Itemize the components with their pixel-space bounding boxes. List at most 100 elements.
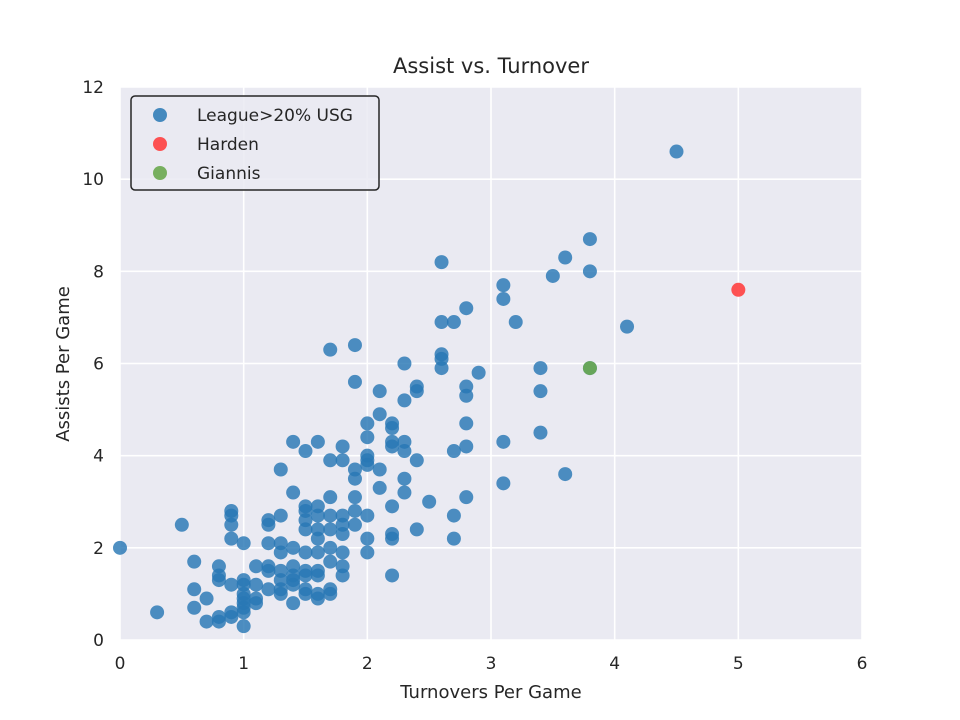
league-point (310, 545, 325, 560)
league-point (335, 453, 350, 468)
y-tick-label: 6 (93, 355, 104, 375)
league-point (496, 476, 511, 491)
league-point (508, 315, 523, 330)
league-point (335, 527, 350, 542)
league-point (372, 407, 387, 422)
league-point (372, 384, 387, 399)
y-tick-label: 8 (93, 262, 104, 282)
league-point (323, 508, 338, 523)
league-point (298, 568, 313, 583)
league-point (323, 342, 338, 357)
league-point (360, 416, 375, 431)
league-point (273, 545, 288, 560)
league-point (261, 563, 276, 578)
y-tick-label: 0 (93, 631, 104, 651)
legend: League>20% USG Harden Giannis (130, 95, 380, 191)
chart-title: Assist vs. Turnover (393, 54, 589, 78)
league-point (347, 374, 362, 389)
league-point (385, 531, 400, 546)
league-point (422, 494, 437, 509)
league-point (347, 490, 362, 505)
league-point (397, 393, 412, 408)
league-point (187, 554, 202, 569)
league-point (187, 600, 202, 615)
league-point (310, 434, 325, 449)
league-point (347, 503, 362, 518)
league-point (434, 361, 449, 376)
league-point (558, 467, 573, 482)
league-point (347, 471, 362, 486)
league-point (224, 517, 239, 532)
league-point (286, 577, 301, 592)
league-point (298, 545, 313, 560)
league-point (273, 462, 288, 477)
y-tick-labels: 0 2 4 6 8 10 12 (82, 78, 104, 651)
league-point (446, 444, 461, 459)
legend-marker-harden (153, 137, 167, 151)
league-point (533, 361, 548, 376)
x-tick-label: 3 (486, 654, 497, 674)
league-point (211, 614, 226, 629)
league-point (323, 554, 338, 569)
legend-marker-league (153, 108, 167, 122)
league-point (347, 338, 362, 353)
x-tick-label: 6 (857, 654, 868, 674)
league-point (286, 485, 301, 500)
league-point (187, 582, 202, 597)
league-point (236, 605, 251, 620)
league-point (360, 531, 375, 546)
league-point (409, 384, 424, 399)
league-point (409, 522, 424, 537)
league-point (397, 444, 412, 459)
league-point (360, 457, 375, 472)
league-point (236, 619, 251, 634)
legend-label-giannis: Giannis (197, 164, 261, 184)
league-point (273, 508, 288, 523)
league-point (471, 365, 486, 380)
league-point (385, 439, 400, 454)
data-points (113, 144, 746, 634)
league-point (372, 480, 387, 495)
league-point (459, 388, 474, 403)
x-tick-label: 2 (362, 654, 373, 674)
y-tick-label: 2 (93, 539, 104, 559)
league-point (496, 434, 511, 449)
league-point (409, 453, 424, 468)
league-point (335, 568, 350, 583)
x-tick-label: 0 (115, 654, 126, 674)
league-point (150, 605, 165, 620)
league-point (249, 596, 264, 611)
league-point (496, 278, 511, 293)
x-tick-labels: 0 1 2 3 4 5 6 (115, 654, 868, 674)
league-point (310, 508, 325, 523)
league-point (323, 453, 338, 468)
league-point (236, 536, 251, 551)
league-point (261, 536, 276, 551)
x-tick-label: 1 (238, 654, 249, 674)
league-point (459, 490, 474, 505)
league-point (286, 596, 301, 611)
league-point (286, 540, 301, 555)
league-point (199, 591, 214, 606)
x-tick-label: 5 (733, 654, 744, 674)
league-point (434, 255, 449, 270)
league-point (261, 582, 276, 597)
league-point (459, 301, 474, 316)
league-point (224, 577, 239, 592)
league-point (496, 291, 511, 306)
legend-label-harden: Harden (197, 135, 259, 155)
league-point (335, 439, 350, 454)
league-point (298, 522, 313, 537)
y-axis-label: Assists Per Game (53, 286, 74, 442)
harden-point (731, 282, 746, 297)
league-point (224, 609, 239, 624)
league-point (298, 444, 313, 459)
league-point (310, 591, 325, 606)
league-point (459, 416, 474, 431)
league-point (533, 425, 548, 440)
league-point (459, 439, 474, 454)
legend-box (130, 95, 380, 191)
league-point (385, 499, 400, 514)
league-point (446, 508, 461, 523)
